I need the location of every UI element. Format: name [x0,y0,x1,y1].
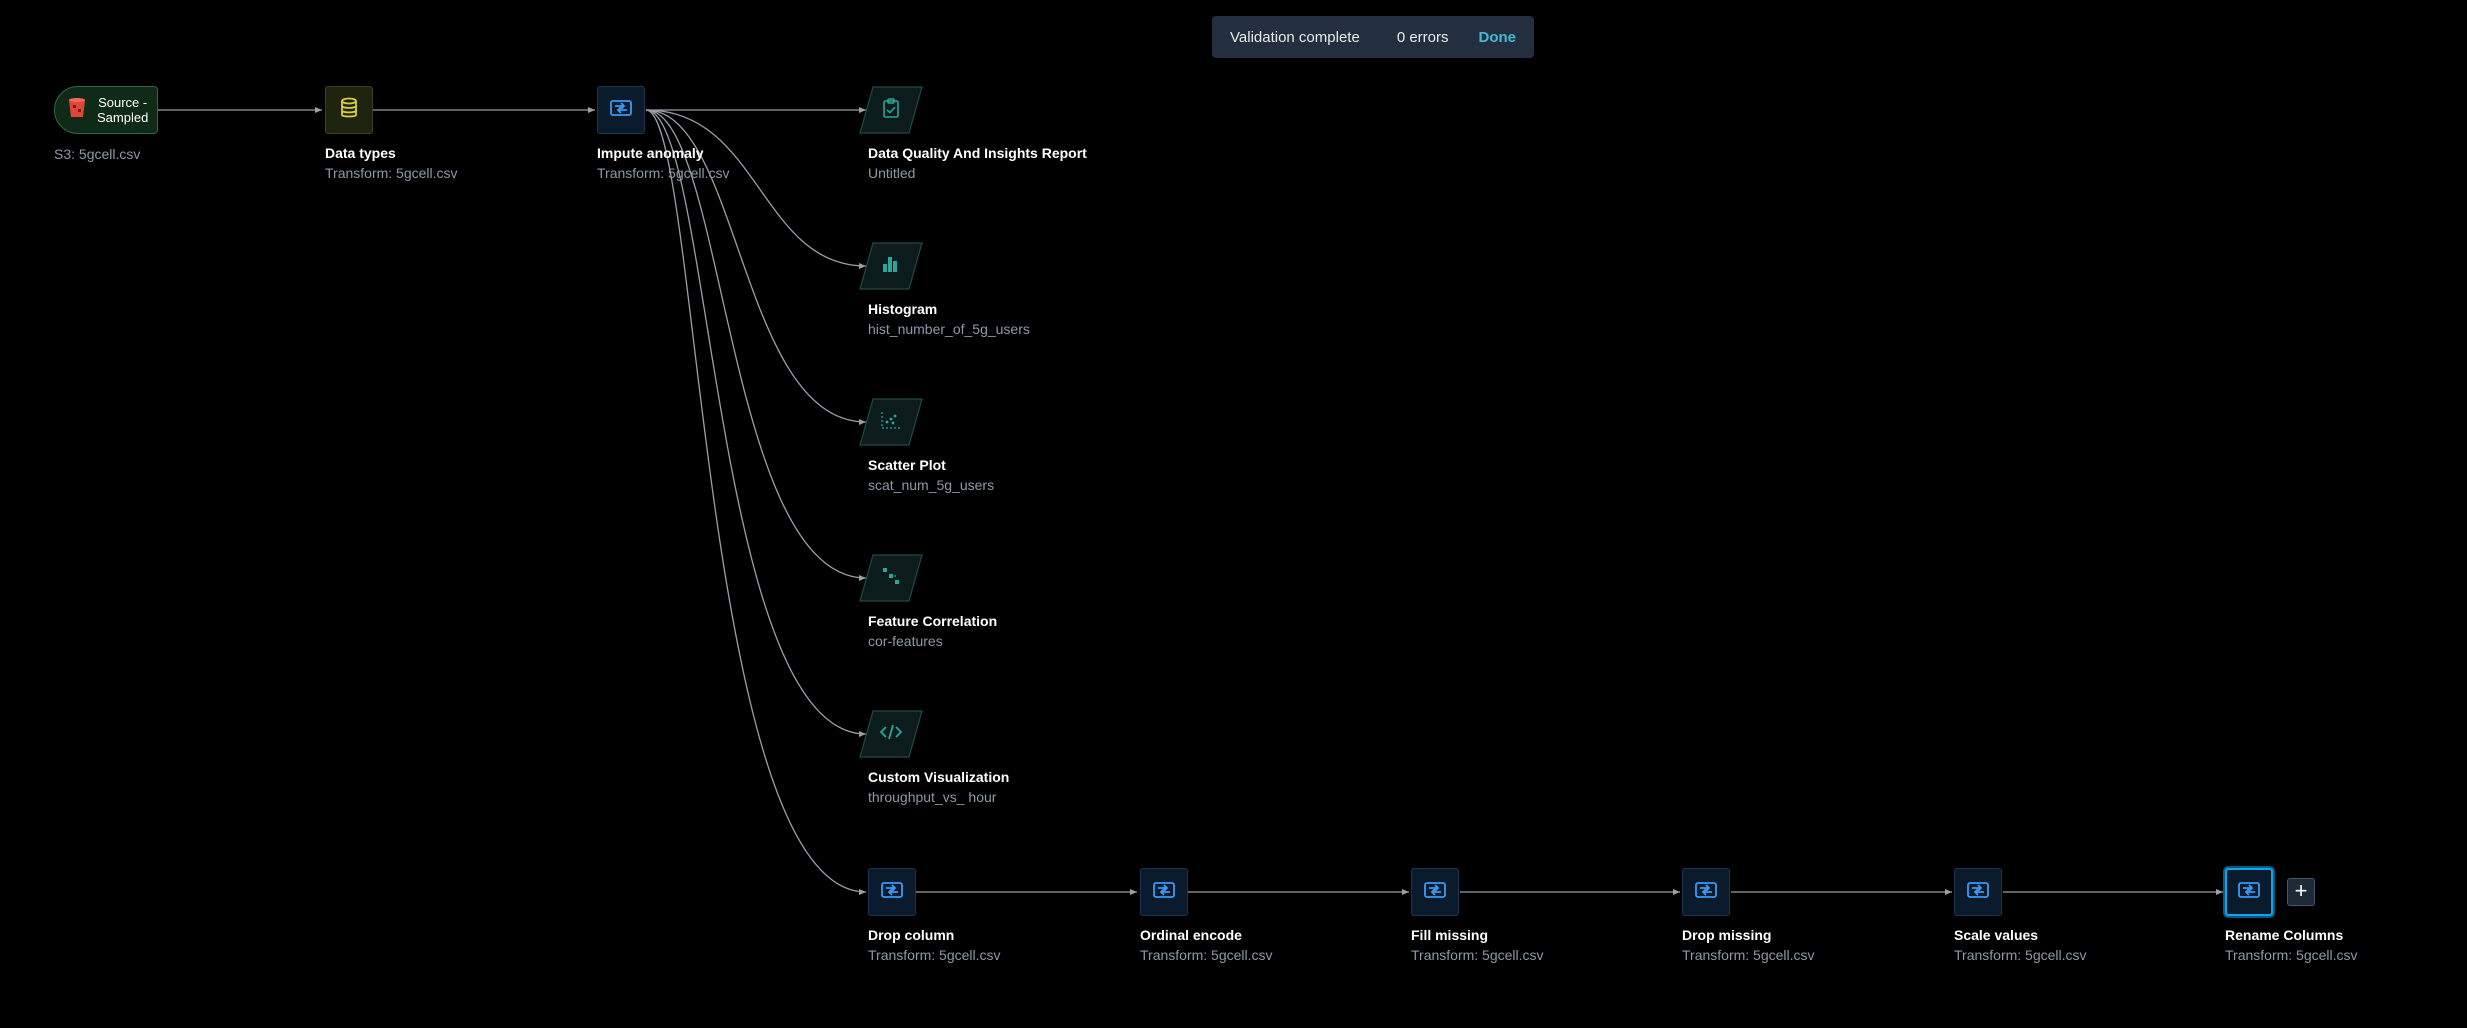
scatter-plot-node[interactable] [859,398,923,446]
drop-column-caption: Drop column Transform: 5gcell.csv [868,926,1001,964]
scale-values-name: Scale values [1954,927,2039,943]
drop-missing-name: Drop missing [1682,927,1772,943]
transform-icon [880,880,904,905]
rename-columns-node[interactable] [2225,868,2273,916]
bar-chart-icon [882,255,900,278]
feature-correlation-subtitle: cor-features [868,633,943,649]
error-count: 0 errors [1396,28,1449,46]
fill-missing-subtitle: Transform: 5gcell.csv [1411,947,1544,963]
custom-visualization-subtitle: throughput_vs_ hour [868,789,997,805]
scatter-plot-subtitle: scat_num_5g_users [868,477,995,493]
transform-icon [1423,880,1447,905]
ordinal-encode-name: Ordinal encode [1140,927,1242,943]
data-types-caption: Data types Transform: 5gcell.csv [325,144,458,182]
transform-icon [1152,880,1176,905]
feature-correlation-node[interactable] [859,554,923,602]
report-subtitle: Untitled [868,165,916,181]
source-node-caption: S3: 5gcell.csv [54,145,140,163]
feature-correlation-caption: Feature Correlation cor-features [868,612,997,650]
report-name: Data Quality And Insights Report [868,145,1087,161]
impute-anomaly-subtitle: Transform: 5gcell.csv [597,165,730,181]
database-icon [339,97,359,124]
impute-anomaly-node[interactable] [597,86,645,134]
ordinal-encode-caption: Ordinal encode Transform: 5gcell.csv [1140,926,1273,964]
custom-visualization-caption: Custom Visualization throughput_vs_ hour [868,768,1009,806]
validation-toast: Validation complete 0 errors Done [1212,16,1534,58]
scale-values-subtitle: Transform: 5gcell.csv [1954,947,2087,963]
drop-column-name: Drop column [868,927,955,943]
add-step-button[interactable]: + [2287,878,2315,906]
correlation-icon [882,567,900,590]
scale-values-node[interactable] [1954,868,2002,916]
transform-icon [2237,880,2261,905]
fill-missing-caption: Fill missing Transform: 5gcell.csv [1411,926,1544,964]
histogram-caption: Histogram hist_number_of_5g_users [868,300,1030,338]
impute-anomaly-name: Impute anomaly [597,145,704,161]
feature-correlation-name: Feature Correlation [868,613,998,629]
transform-icon [609,98,633,123]
report-caption: Data Quality And Insights Report Untitle… [868,144,1087,182]
ordinal-encode-node[interactable] [1140,868,1188,916]
source-node-subtitle: S3: 5gcell.csv [54,146,141,162]
drop-missing-caption: Drop missing Transform: 5gcell.csv [1682,926,1815,964]
rename-columns-caption: Rename Columns Transform: 5gcell.csv [2225,926,2358,964]
data-types-subtitle: Transform: 5gcell.csv [325,165,458,181]
report-node[interactable] [859,86,923,134]
histogram-subtitle: hist_number_of_5g_users [868,321,1030,337]
fill-missing-node[interactable] [1411,868,1459,916]
s3-bucket-icon [67,97,87,124]
rename-columns-subtitle: Transform: 5gcell.csv [2225,947,2358,963]
data-types-name: Data types [325,145,396,161]
scatter-plot-icon [881,411,901,434]
edge-impute-histogram [645,109,867,269]
source-node-label: Source - Sampled [97,95,149,125]
toast-title: Validation complete [1230,28,1360,46]
custom-visualization-node[interactable] [859,710,923,758]
drop-missing-node[interactable] [1682,868,1730,916]
drop-missing-subtitle: Transform: 5gcell.csv [1682,947,1815,963]
drop-column-node[interactable] [868,868,916,916]
done-button[interactable]: Done [1478,28,1517,46]
histogram-node[interactable] [859,242,923,290]
impute-anomaly-caption: Impute anomaly Transform: 5gcell.csv [597,144,730,182]
rename-columns-name: Rename Columns [2225,927,2344,943]
histogram-name: Histogram [868,301,938,317]
code-icon [879,723,903,746]
drop-column-subtitle: Transform: 5gcell.csv [868,947,1001,963]
scatter-plot-caption: Scatter Plot scat_num_5g_users [868,456,994,494]
transform-icon [1966,880,1990,905]
edge-impute-customviz [645,109,867,737]
transform-icon [1694,880,1718,905]
clipboard-icon [882,97,900,123]
ordinal-encode-subtitle: Transform: 5gcell.csv [1140,947,1273,963]
edge-impute-dropcolumn [645,109,867,895]
source-node[interactable]: Source - Sampled [54,86,158,134]
data-types-node[interactable] [325,86,373,134]
custom-visualization-name: Custom Visualization [868,769,1010,785]
scatter-plot-name: Scatter Plot [868,457,946,473]
fill-missing-name: Fill missing [1411,927,1489,943]
scale-values-caption: Scale values Transform: 5gcell.csv [1954,926,2087,964]
